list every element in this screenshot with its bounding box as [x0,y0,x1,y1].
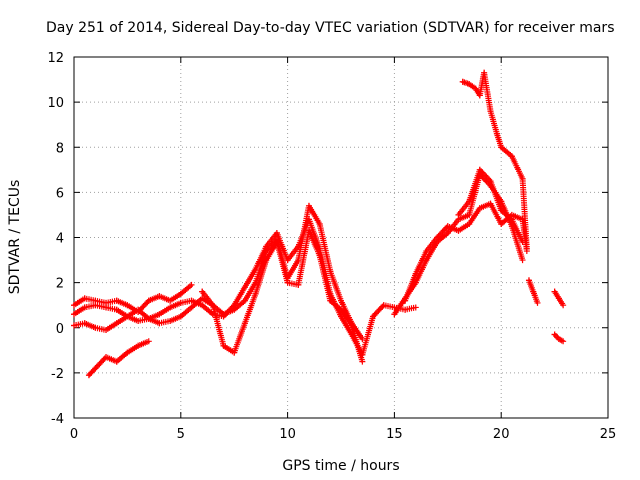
y-tick-label: 10 [47,96,64,111]
y-tick-label: 12 [47,51,64,66]
x-tick-label: 25 [600,427,617,442]
y-tick-label: 6 [56,186,64,201]
x-tick-label: 15 [386,427,403,442]
y-tick-label: -4 [51,412,64,427]
chart: Day 251 of 2014, Sidereal Day-to-day VTE… [0,0,640,480]
y-tick-label: 4 [56,232,64,247]
y-tick-label: 2 [56,277,64,292]
y-tick-label: 8 [56,141,64,156]
x-tick-label: 5 [177,427,185,442]
chart-title: Day 251 of 2014, Sidereal Day-to-day VTE… [46,20,614,36]
x-tick-label: 10 [279,427,296,442]
x-tick-label: 20 [493,427,510,442]
x-tick-label: 0 [70,427,78,442]
y-axis-title: SDTVAR / TECUs [7,180,23,295]
y-tick-label: 0 [56,322,64,337]
y-tick-label: -2 [51,367,64,382]
x-axis-title: GPS time / hours [282,458,399,474]
